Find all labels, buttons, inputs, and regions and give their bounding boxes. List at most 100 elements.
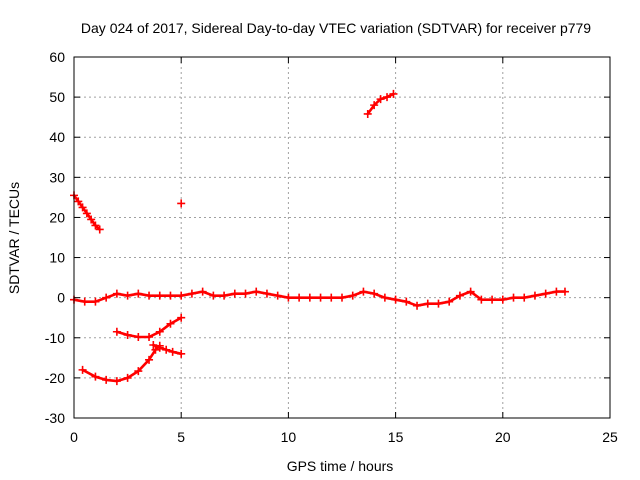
x-tick-label: 20 bbox=[495, 429, 511, 445]
chart-title: Day 024 of 2017, Sidereal Day-to-day VTE… bbox=[81, 20, 591, 36]
series-arc-main-near-zero bbox=[70, 287, 569, 310]
y-tick-label: 50 bbox=[49, 89, 65, 105]
y-tick-label: -30 bbox=[45, 410, 65, 426]
y-tick-label: -10 bbox=[45, 330, 65, 346]
data-point bbox=[327, 293, 336, 302]
data-point bbox=[413, 301, 422, 310]
data-point bbox=[348, 291, 357, 300]
data-point bbox=[252, 287, 261, 296]
x-tick-label: 15 bbox=[388, 429, 404, 445]
data-point bbox=[498, 295, 507, 304]
data-point bbox=[112, 289, 121, 298]
data-point bbox=[91, 372, 100, 381]
data-point bbox=[102, 375, 111, 384]
data-point bbox=[295, 293, 304, 302]
data-point bbox=[177, 313, 186, 322]
data-point bbox=[363, 109, 372, 118]
data-point bbox=[91, 297, 100, 306]
data-point bbox=[145, 332, 154, 341]
data-point bbox=[477, 295, 486, 304]
data-point bbox=[391, 295, 400, 304]
data-point bbox=[284, 293, 293, 302]
data-point bbox=[220, 291, 229, 300]
data-point bbox=[509, 293, 518, 302]
data-point bbox=[149, 340, 158, 349]
data-point bbox=[168, 347, 177, 356]
data-point bbox=[78, 203, 87, 212]
data-point bbox=[134, 367, 143, 376]
y-tick-label: 20 bbox=[49, 209, 65, 225]
y-tick-label: 10 bbox=[49, 250, 65, 266]
data-point bbox=[95, 225, 104, 234]
y-tick-label: 0 bbox=[57, 290, 65, 306]
data-point bbox=[177, 349, 186, 358]
data-point bbox=[134, 332, 143, 341]
data-point bbox=[466, 287, 475, 296]
data-point bbox=[305, 293, 314, 302]
y-tick-label: -20 bbox=[45, 370, 65, 386]
data-point bbox=[434, 299, 443, 308]
data-point bbox=[488, 295, 497, 304]
data-point bbox=[74, 197, 83, 206]
data-point bbox=[102, 293, 111, 302]
data-point bbox=[209, 291, 218, 300]
data-point bbox=[389, 89, 398, 98]
data-point bbox=[423, 299, 432, 308]
data-point bbox=[145, 291, 154, 300]
data-point bbox=[155, 291, 164, 300]
series-arc-minus-ten bbox=[112, 313, 186, 341]
data-point bbox=[166, 291, 175, 300]
data-point bbox=[80, 297, 89, 306]
y-tick-label: 60 bbox=[49, 49, 65, 65]
data-point bbox=[177, 199, 186, 208]
data-point bbox=[262, 289, 271, 298]
plot-frame bbox=[73, 56, 611, 419]
series-isolated-point bbox=[177, 199, 186, 208]
data-point bbox=[445, 297, 454, 306]
y-tick-label: 30 bbox=[49, 169, 65, 185]
data-point bbox=[187, 289, 196, 298]
series-arc-minus-twenty bbox=[78, 341, 164, 386]
data-point bbox=[91, 221, 100, 230]
x-axis-label: GPS time / hours bbox=[287, 458, 394, 474]
y-axis-label: SDTVAR / TECUs bbox=[6, 182, 22, 294]
data-point bbox=[123, 291, 132, 300]
data-point bbox=[198, 287, 207, 296]
data-point bbox=[78, 365, 87, 374]
data-point bbox=[112, 327, 121, 336]
series-trace bbox=[81, 344, 162, 383]
data-point bbox=[383, 93, 392, 102]
data-point bbox=[455, 291, 464, 300]
data-point bbox=[338, 293, 346, 302]
x-tick-label: 10 bbox=[281, 429, 297, 445]
data-point bbox=[166, 319, 175, 328]
data-point bbox=[359, 287, 368, 296]
x-tick-label: 25 bbox=[602, 429, 618, 445]
data-point bbox=[87, 215, 96, 224]
data-point bbox=[541, 289, 550, 298]
series-arc-late-high bbox=[363, 89, 398, 118]
x-tick-label: 5 bbox=[177, 429, 185, 445]
data-point bbox=[520, 293, 529, 302]
data-point bbox=[82, 209, 91, 218]
data-point bbox=[162, 345, 171, 354]
data-point bbox=[145, 355, 154, 364]
data-point bbox=[134, 289, 143, 298]
data-point bbox=[316, 293, 325, 302]
data-point bbox=[530, 291, 539, 300]
series-layer bbox=[70, 89, 569, 386]
data-point bbox=[380, 293, 389, 302]
data-point bbox=[402, 297, 411, 306]
data-point bbox=[230, 289, 239, 298]
data-point bbox=[155, 343, 164, 352]
data-point bbox=[177, 291, 186, 300]
data-point bbox=[370, 289, 379, 298]
data-point bbox=[560, 287, 569, 296]
tick-layer: 0 5 10 15 20 25 -30 -20 -10 0 10 20 30 40 50 60 bbox=[45, 49, 618, 445]
data-point bbox=[123, 330, 132, 339]
data-point bbox=[273, 291, 282, 300]
data-point bbox=[370, 101, 379, 110]
data-point bbox=[112, 377, 121, 386]
data-point bbox=[155, 327, 164, 336]
